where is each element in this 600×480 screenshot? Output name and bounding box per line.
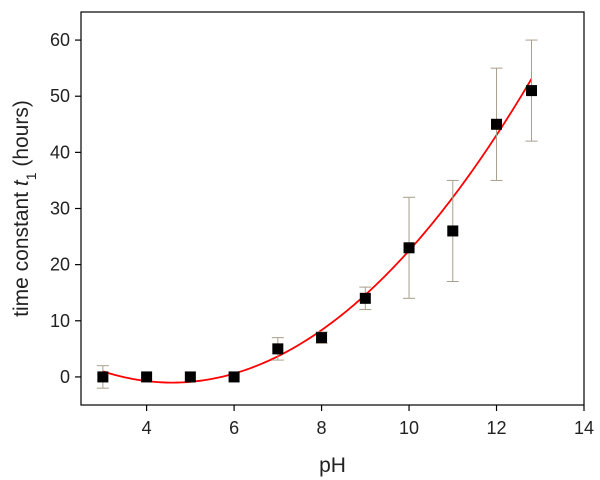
data-point [359,292,371,304]
data-point [141,371,153,383]
y-axis-title: time constant t1 (hours) [10,100,39,317]
y-axis-title-prefix: time constant [10,186,33,317]
x-tick-label: 4 [142,418,152,438]
x-axis-title: pH [319,454,346,477]
data-point [272,343,284,355]
y-axis-title-symbol: t [10,179,33,186]
x-tick-label: 10 [399,418,419,438]
data-point [403,242,415,254]
x-axis: 4 6 8 10 12 14 [142,405,594,438]
x-tick-label: 8 [317,418,327,438]
y-tick-label: 60 [50,30,70,50]
y-tick-label: 30 [50,199,70,219]
data-point [526,85,538,97]
data-point [97,371,109,383]
y-tick-label: 40 [50,142,70,162]
x-tick-label: 14 [574,418,594,438]
y-tick-label: 50 [50,86,70,106]
y-tick-label: 10 [50,311,70,331]
marker-layer [97,85,538,383]
data-point [228,371,240,383]
y-axis-title-suffix: (hours) [10,100,33,172]
y-axis: 0 10 20 30 40 50 60 [50,30,81,387]
data-point [447,225,459,237]
x-tick-label: 6 [229,418,239,438]
plot-frame [80,11,585,406]
data-point [491,118,503,130]
y-tick-label: 0 [60,367,70,387]
data-point [316,332,328,344]
y-tick-label: 20 [50,255,70,275]
x-tick-label: 12 [487,418,507,438]
y-axis-title-subscript: 1 [23,172,39,180]
data-point [184,371,196,383]
